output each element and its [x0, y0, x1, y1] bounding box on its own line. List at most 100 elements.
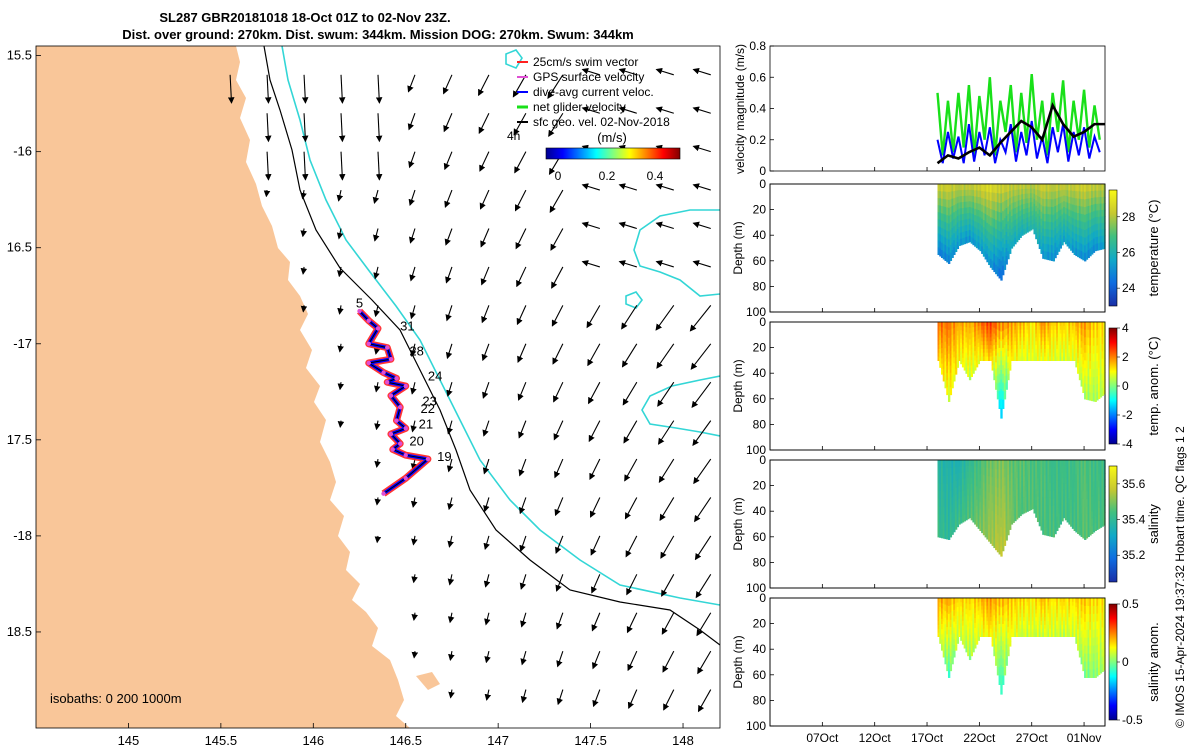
section-cell [1026, 480, 1029, 487]
section-cell [1087, 337, 1090, 346]
section-cell [1036, 225, 1040, 233]
section-cell [995, 255, 998, 266]
section-cell [1091, 629, 1094, 639]
section-cell [1050, 322, 1054, 327]
section-cell [1056, 226, 1059, 234]
section-cell [968, 184, 972, 191]
section-cell [1103, 386, 1106, 395]
section-cell [1080, 460, 1083, 469]
section-cell [944, 335, 947, 343]
section-cell [1094, 329, 1097, 339]
section-cell [1003, 667, 1007, 676]
section-cell [972, 337, 975, 344]
section-cell [1096, 210, 1099, 218]
day-marker-label: 31 [400, 318, 414, 333]
section-cell [961, 630, 965, 636]
section-cell [946, 634, 949, 643]
isobaths-label: isobaths: 0 200 1000m [50, 691, 182, 706]
section-cell [954, 184, 958, 192]
section-cell [991, 341, 994, 347]
section-cell [956, 322, 960, 328]
section-cell [1077, 342, 1080, 349]
section-cell [1078, 467, 1082, 476]
section-cell [937, 498, 940, 507]
velocity-vector [484, 689, 492, 701]
section-cell [1057, 337, 1061, 342]
section-cell [953, 639, 956, 646]
section-cell [1075, 219, 1078, 228]
section-cell [965, 207, 968, 215]
section-cell [937, 345, 940, 350]
section-cell [1056, 624, 1059, 630]
section-cell [982, 333, 986, 338]
section-cell [977, 322, 980, 327]
section-cell [1096, 368, 1099, 378]
section-cell [1103, 662, 1106, 671]
section-cell [1021, 214, 1024, 221]
section-cell [1061, 232, 1064, 240]
section-cell [1054, 496, 1057, 505]
section-cell [1002, 532, 1005, 543]
section-cell [1084, 637, 1087, 647]
section-cell [1024, 491, 1028, 498]
section-cell [965, 630, 968, 637]
section-cell [988, 348, 991, 354]
section-cell [1042, 184, 1045, 193]
section-cell [1096, 217, 1099, 225]
section-y-tick-label: 80 [753, 417, 767, 431]
section-cell [1070, 519, 1073, 527]
section-cell [1059, 504, 1062, 512]
gps-point [385, 379, 390, 385]
section-cell [949, 199, 953, 208]
section-cell [1014, 195, 1017, 203]
section-cell [956, 196, 960, 204]
section-cell [1091, 239, 1094, 248]
section-cell [968, 356, 972, 363]
section-cell [1085, 329, 1089, 339]
section-cell [937, 348, 940, 354]
section-cell [1071, 341, 1075, 346]
section-cell [972, 342, 975, 349]
section-cell [1043, 621, 1047, 626]
section-cell [1033, 475, 1036, 482]
section-cell [968, 641, 972, 648]
section-cell [951, 650, 954, 658]
section-cell [1017, 601, 1021, 607]
section-cell [1050, 601, 1054, 607]
section-cell [1052, 214, 1056, 223]
section-cell [958, 325, 961, 331]
section-cell [1024, 475, 1028, 482]
section-cell [1040, 613, 1043, 618]
net-track-line [359, 310, 430, 495]
section-cell [958, 628, 961, 634]
section-cell [1038, 341, 1042, 346]
section-cell [1010, 235, 1014, 243]
section-cell [1096, 353, 1099, 362]
section-cell [979, 190, 982, 198]
section-cell [1007, 243, 1010, 252]
section-cell [1082, 350, 1085, 358]
section-cell [937, 337, 940, 342]
section-cell [1038, 512, 1042, 520]
section-cell [1073, 617, 1076, 622]
section-cell [1061, 613, 1064, 618]
section-cell [1024, 617, 1028, 622]
section-cell [1071, 245, 1075, 253]
section-cell [1054, 601, 1057, 607]
velocity-vector [375, 74, 383, 104]
section-cell [1099, 627, 1103, 637]
section-cell [1022, 632, 1026, 637]
section-y-tick-label: 100 [746, 305, 766, 319]
section-cell [963, 622, 967, 629]
section-cell [963, 617, 967, 624]
section-cell [1084, 237, 1087, 247]
section-cell [993, 460, 996, 470]
section-cell [1057, 500, 1061, 508]
section-cell [975, 616, 979, 622]
gps-point [388, 356, 394, 362]
section-cell [1026, 356, 1029, 361]
section-cell [1099, 493, 1103, 501]
section-cell [1031, 503, 1035, 510]
section-cell [1080, 228, 1083, 237]
section-cell [1091, 361, 1094, 370]
